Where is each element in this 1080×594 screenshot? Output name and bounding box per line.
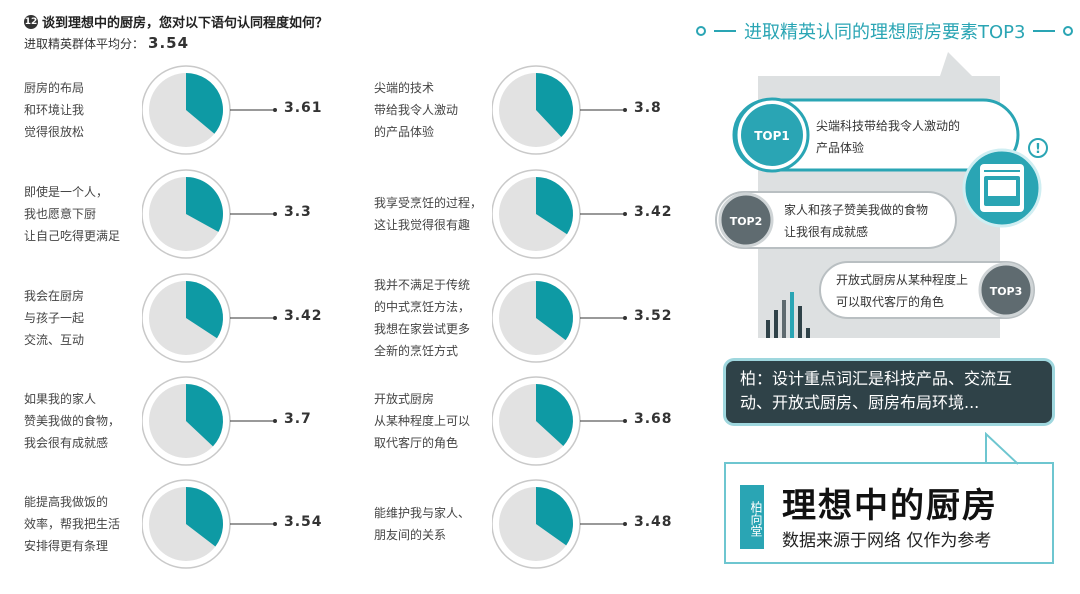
question-text: 谈到理想中的厨房，您对以下语句认同程度如何？ [42, 16, 329, 31]
pie-label: 我并不满足于传统 的中式烹饪方法， 我想在家尝试更多 全新的烹饪方式 [374, 278, 471, 358]
pie-score: 3.48 [634, 514, 673, 530]
deco-bar-2 [774, 310, 778, 338]
top2-pill [715, 191, 957, 249]
deco-bar-6 [806, 328, 810, 338]
top3-badge [978, 262, 1034, 318]
pie-chart [142, 65, 277, 155]
designer-note: 柏：设计重点词汇是科技产品、交流互动、开放式厨房、厨房布局环境... [726, 361, 1052, 423]
deco-bar-1 [766, 320, 770, 338]
pie-score: 3.42 [634, 204, 673, 220]
pie-label: 我会在厨房 与孩子一起 交流、互动 [24, 289, 85, 347]
top2-text-line-1: 家人和孩子赞美我做的食物 [784, 202, 928, 217]
pie-score: 3.52 [634, 308, 673, 324]
top3-title: 进取精英认同的理想厨房要素TOP3 [696, 18, 1074, 44]
pie-slice-value [536, 487, 573, 546]
pie-slice-value [186, 281, 224, 339]
pie-chart [492, 65, 627, 155]
top2-badge [718, 192, 774, 248]
average-score: 进取精英群体平均分： 3.54 [24, 34, 189, 52]
pie-slice-value [536, 73, 573, 137]
brand-box [724, 462, 1054, 564]
top3-text-line-1: 开放式厨房从某种程度上 [836, 272, 968, 287]
top1-badge-label: TOP1 [754, 129, 790, 143]
pie-chart [142, 273, 277, 363]
question-number-badge: 12 [24, 14, 38, 29]
leader-dot [273, 522, 277, 526]
leader-dot [273, 419, 277, 423]
leader-dot [623, 212, 627, 216]
pie-score: 3.68 [634, 411, 673, 427]
pie-label: 我享受烹饪的过程， 这让我觉得很有趣 [374, 196, 483, 232]
title-left-dot [696, 26, 706, 36]
pie-label: 开放式厨房 从某种程度上可以 取代客厅的角色 [374, 392, 471, 450]
top3-title-text: 进取精英认同的理想厨房要素TOP3 [744, 22, 1026, 43]
dishwasher-icon [962, 148, 1042, 228]
pie-score: 3.42 [284, 308, 323, 324]
pie-slice-value [536, 177, 574, 235]
pie-label: 厨房的布局 和环境让我 觉得很放松 [24, 81, 85, 139]
alert-icon: ! [1028, 138, 1048, 158]
brand-title: 理想中的厨房 [782, 486, 998, 526]
pie-score: 3.8 [634, 100, 662, 116]
top3-pill [819, 261, 1035, 319]
deco-bar-3 [782, 300, 786, 338]
pie-chart [492, 169, 627, 259]
leader-dot [623, 108, 627, 112]
brand-bubble-tail [985, 432, 1019, 465]
pie-slice-value [186, 384, 223, 447]
deco-bar-4 [790, 292, 794, 338]
top1-text-line-2: 产品体验 [816, 140, 864, 155]
brand-tag: 柏向堂 [740, 485, 764, 549]
svg-text:!: ! [1035, 142, 1041, 157]
top3-text-line-2: 可以取代客厅的角色 [836, 294, 944, 309]
leader-dot [623, 419, 627, 423]
leader-dot [273, 316, 277, 320]
brand-subtitle: 数据来源于网络 仅作为参考 [782, 531, 992, 551]
title-right-line [1033, 30, 1056, 32]
pie-label: 如果我的家人 赞美我做的食物， 我会很有成就感 [24, 392, 121, 450]
top2-badge-label: TOP2 [730, 215, 763, 228]
pie-score: 3.54 [284, 514, 323, 530]
pie-slice-value [536, 281, 574, 341]
title-left-line [714, 30, 736, 32]
pie-slice-value [186, 73, 223, 134]
leader-dot [623, 522, 627, 526]
pie-score: 3.61 [284, 100, 323, 116]
question-title: 12 谈到理想中的厨房，您对以下语句认同程度如何？ [24, 12, 328, 31]
pie-chart [142, 376, 277, 466]
pie-chart [492, 376, 627, 466]
pie-chart [492, 479, 627, 569]
pie-chart [492, 273, 627, 363]
pie-score: 3.3 [284, 204, 312, 220]
deco-bar-5 [798, 306, 802, 338]
pie-slice-value [186, 177, 223, 232]
leader-dot [273, 108, 277, 112]
pie-slice-value [186, 487, 223, 547]
average-value: 3.54 [148, 34, 190, 52]
pie-slice-value [536, 384, 574, 446]
top1-badge [741, 104, 803, 166]
average-label: 进取精英群体平均分： [24, 37, 145, 51]
leader-dot [273, 212, 277, 216]
pie-label: 能提高我做饭的 效率，帮我把生活 安排得更有条理 [24, 495, 121, 553]
top1-text-line-1: 尖端科技带给我令人激动的 [816, 118, 960, 133]
top3-badge-label: TOP3 [990, 285, 1023, 298]
title-right-dot [1063, 26, 1074, 36]
leader-dot [623, 316, 627, 320]
pie-score: 3.7 [284, 411, 312, 427]
pie-label: 尖端的技术 带给我令人激动 的产品体验 [374, 81, 459, 139]
pie-label: 即使是一个人， 我也愿意下厨 让自己吃得更满足 [24, 185, 121, 243]
pie-chart [142, 479, 277, 569]
top2-text-line-2: 让我很有成就感 [784, 224, 868, 239]
pie-chart [142, 169, 277, 259]
pie-label: 能维护我与家人、 朋友间的关系 [374, 506, 471, 542]
top3-illustration: TOP1 尖端科技带给我令人激动的 产品体验 TOP2 家人和孩子赞美我做的食物… [715, 52, 1048, 338]
